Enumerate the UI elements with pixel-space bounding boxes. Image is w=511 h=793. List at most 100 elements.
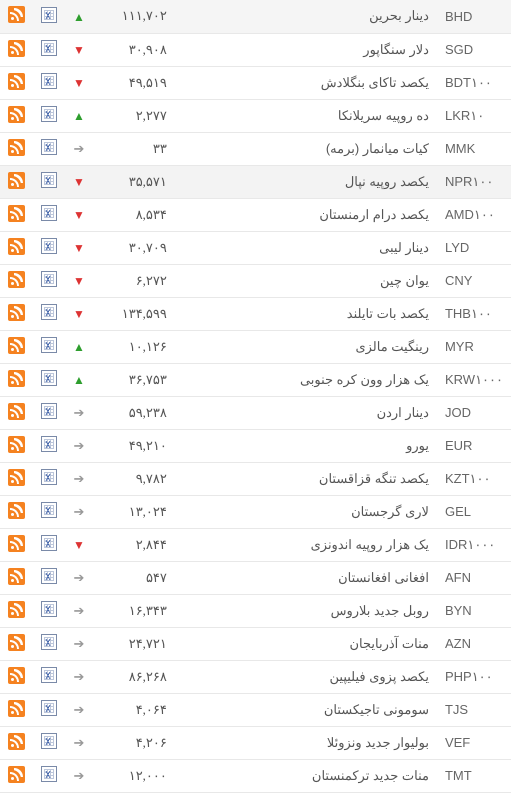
chart-link[interactable] — [33, 528, 65, 561]
table-row: GELلاری گرجستان۱۳,۰۲۴➔ — [0, 495, 511, 528]
chart-icon — [41, 766, 57, 782]
currency-name: یکصد روپیه نپال — [175, 165, 437, 198]
arrow-up-icon: ▲ — [73, 109, 85, 123]
trend-indicator: ➔ — [65, 396, 93, 429]
chart-icon — [41, 469, 57, 485]
arrow-up-icon: ▲ — [73, 340, 85, 354]
table-row: BHDدینار بحرین۱۱۱,۷۰۲▲ — [0, 0, 511, 33]
rss-link[interactable] — [0, 297, 33, 330]
rss-icon — [8, 700, 25, 717]
chart-icon — [41, 535, 57, 551]
currency-code: LKR۱۰ — [437, 99, 511, 132]
currency-name: یک هزار وون کره جنوبی — [175, 363, 437, 396]
rss-link[interactable] — [0, 66, 33, 99]
chart-link[interactable] — [33, 693, 65, 726]
rss-link[interactable] — [0, 330, 33, 363]
rss-link[interactable] — [0, 759, 33, 792]
rss-icon — [8, 205, 25, 222]
trend-indicator: ➔ — [65, 594, 93, 627]
chart-link[interactable] — [33, 726, 65, 759]
currency-code: SGD — [437, 33, 511, 66]
rss-link[interactable] — [0, 660, 33, 693]
rss-icon — [8, 403, 25, 420]
table-row: VEFبولیوار جدید ونزوئلا۴,۲۰۶➔ — [0, 726, 511, 759]
table-row: LYDدینار لیبی۳۰,۷۰۹▼ — [0, 231, 511, 264]
chart-link[interactable] — [33, 759, 65, 792]
chart-link[interactable] — [33, 396, 65, 429]
chart-icon — [41, 73, 57, 89]
chart-link[interactable] — [33, 165, 65, 198]
chart-icon — [41, 667, 57, 683]
arrow-right-icon: ➔ — [73, 735, 84, 750]
chart-link[interactable] — [33, 627, 65, 660]
chart-link[interactable] — [33, 429, 65, 462]
arrow-down-icon: ▼ — [73, 208, 85, 222]
currency-code: PHP۱۰۰ — [437, 660, 511, 693]
chart-link[interactable] — [33, 0, 65, 33]
currency-value: ۳۳ — [93, 132, 175, 165]
rss-link[interactable] — [0, 33, 33, 66]
rss-link[interactable] — [0, 594, 33, 627]
rss-link[interactable] — [0, 0, 33, 33]
rss-link[interactable] — [0, 264, 33, 297]
currency-code: JOD — [437, 396, 511, 429]
chart-link[interactable] — [33, 198, 65, 231]
rss-link[interactable] — [0, 132, 33, 165]
rss-link[interactable] — [0, 627, 33, 660]
currency-name: سومونی تاجیکستان — [175, 693, 437, 726]
rss-link[interactable] — [0, 561, 33, 594]
currency-value: ۳۰,۷۰۹ — [93, 231, 175, 264]
currency-value: ۶,۲۷۲ — [93, 264, 175, 297]
table-row: MMKکیات میانمار (برمه)۳۳➔ — [0, 132, 511, 165]
rss-link[interactable] — [0, 495, 33, 528]
table-row: KZT۱۰۰یکصد تنگه قزاقستان۹,۷۸۲➔ — [0, 462, 511, 495]
currency-code: IDR۱۰۰۰ — [437, 528, 511, 561]
rss-link[interactable] — [0, 429, 33, 462]
table-row: TMTمنات جدید ترکمنستان۱۲,۰۰۰➔ — [0, 759, 511, 792]
rss-link[interactable] — [0, 231, 33, 264]
currency-value: ۹,۷۸۲ — [93, 462, 175, 495]
chart-link[interactable] — [33, 33, 65, 66]
rss-icon — [8, 568, 25, 585]
rss-link[interactable] — [0, 198, 33, 231]
chart-link[interactable] — [33, 462, 65, 495]
trend-indicator: ➔ — [65, 561, 93, 594]
chart-link[interactable] — [33, 660, 65, 693]
trend-indicator: ▼ — [65, 264, 93, 297]
table-row: AMD۱۰۰یکصد درام ارمنستان۸,۵۳۴▼ — [0, 198, 511, 231]
chart-link[interactable] — [33, 66, 65, 99]
currency-code: BYN — [437, 594, 511, 627]
rss-link[interactable] — [0, 165, 33, 198]
currency-name: دینار لیبی — [175, 231, 437, 264]
chart-link[interactable] — [33, 363, 65, 396]
trend-indicator: ➔ — [65, 429, 93, 462]
rss-link[interactable] — [0, 528, 33, 561]
chart-link[interactable] — [33, 594, 65, 627]
chart-link[interactable] — [33, 330, 65, 363]
rss-icon — [8, 238, 25, 255]
arrow-down-icon: ▼ — [73, 307, 85, 321]
chart-link[interactable] — [33, 297, 65, 330]
rss-link[interactable] — [0, 693, 33, 726]
trend-indicator: ▲ — [65, 99, 93, 132]
currency-value: ۸,۵۳۴ — [93, 198, 175, 231]
chart-link[interactable] — [33, 231, 65, 264]
rss-link[interactable] — [0, 99, 33, 132]
trend-indicator: ▼ — [65, 528, 93, 561]
currency-name: یکصد تنگه قزاقستان — [175, 462, 437, 495]
chart-link[interactable] — [33, 561, 65, 594]
rss-link[interactable] — [0, 396, 33, 429]
rss-link[interactable] — [0, 726, 33, 759]
chart-link[interactable] — [33, 132, 65, 165]
chart-link[interactable] — [33, 99, 65, 132]
currency-value: ۲۴,۷۲۱ — [93, 627, 175, 660]
chart-link[interactable] — [33, 264, 65, 297]
rss-link[interactable] — [0, 363, 33, 396]
arrow-right-icon: ➔ — [73, 471, 84, 486]
chart-icon — [41, 601, 57, 617]
trend-indicator: ➔ — [65, 627, 93, 660]
chart-link[interactable] — [33, 495, 65, 528]
currency-code: THB۱۰۰ — [437, 297, 511, 330]
currency-code: TMT — [437, 759, 511, 792]
rss-link[interactable] — [0, 462, 33, 495]
